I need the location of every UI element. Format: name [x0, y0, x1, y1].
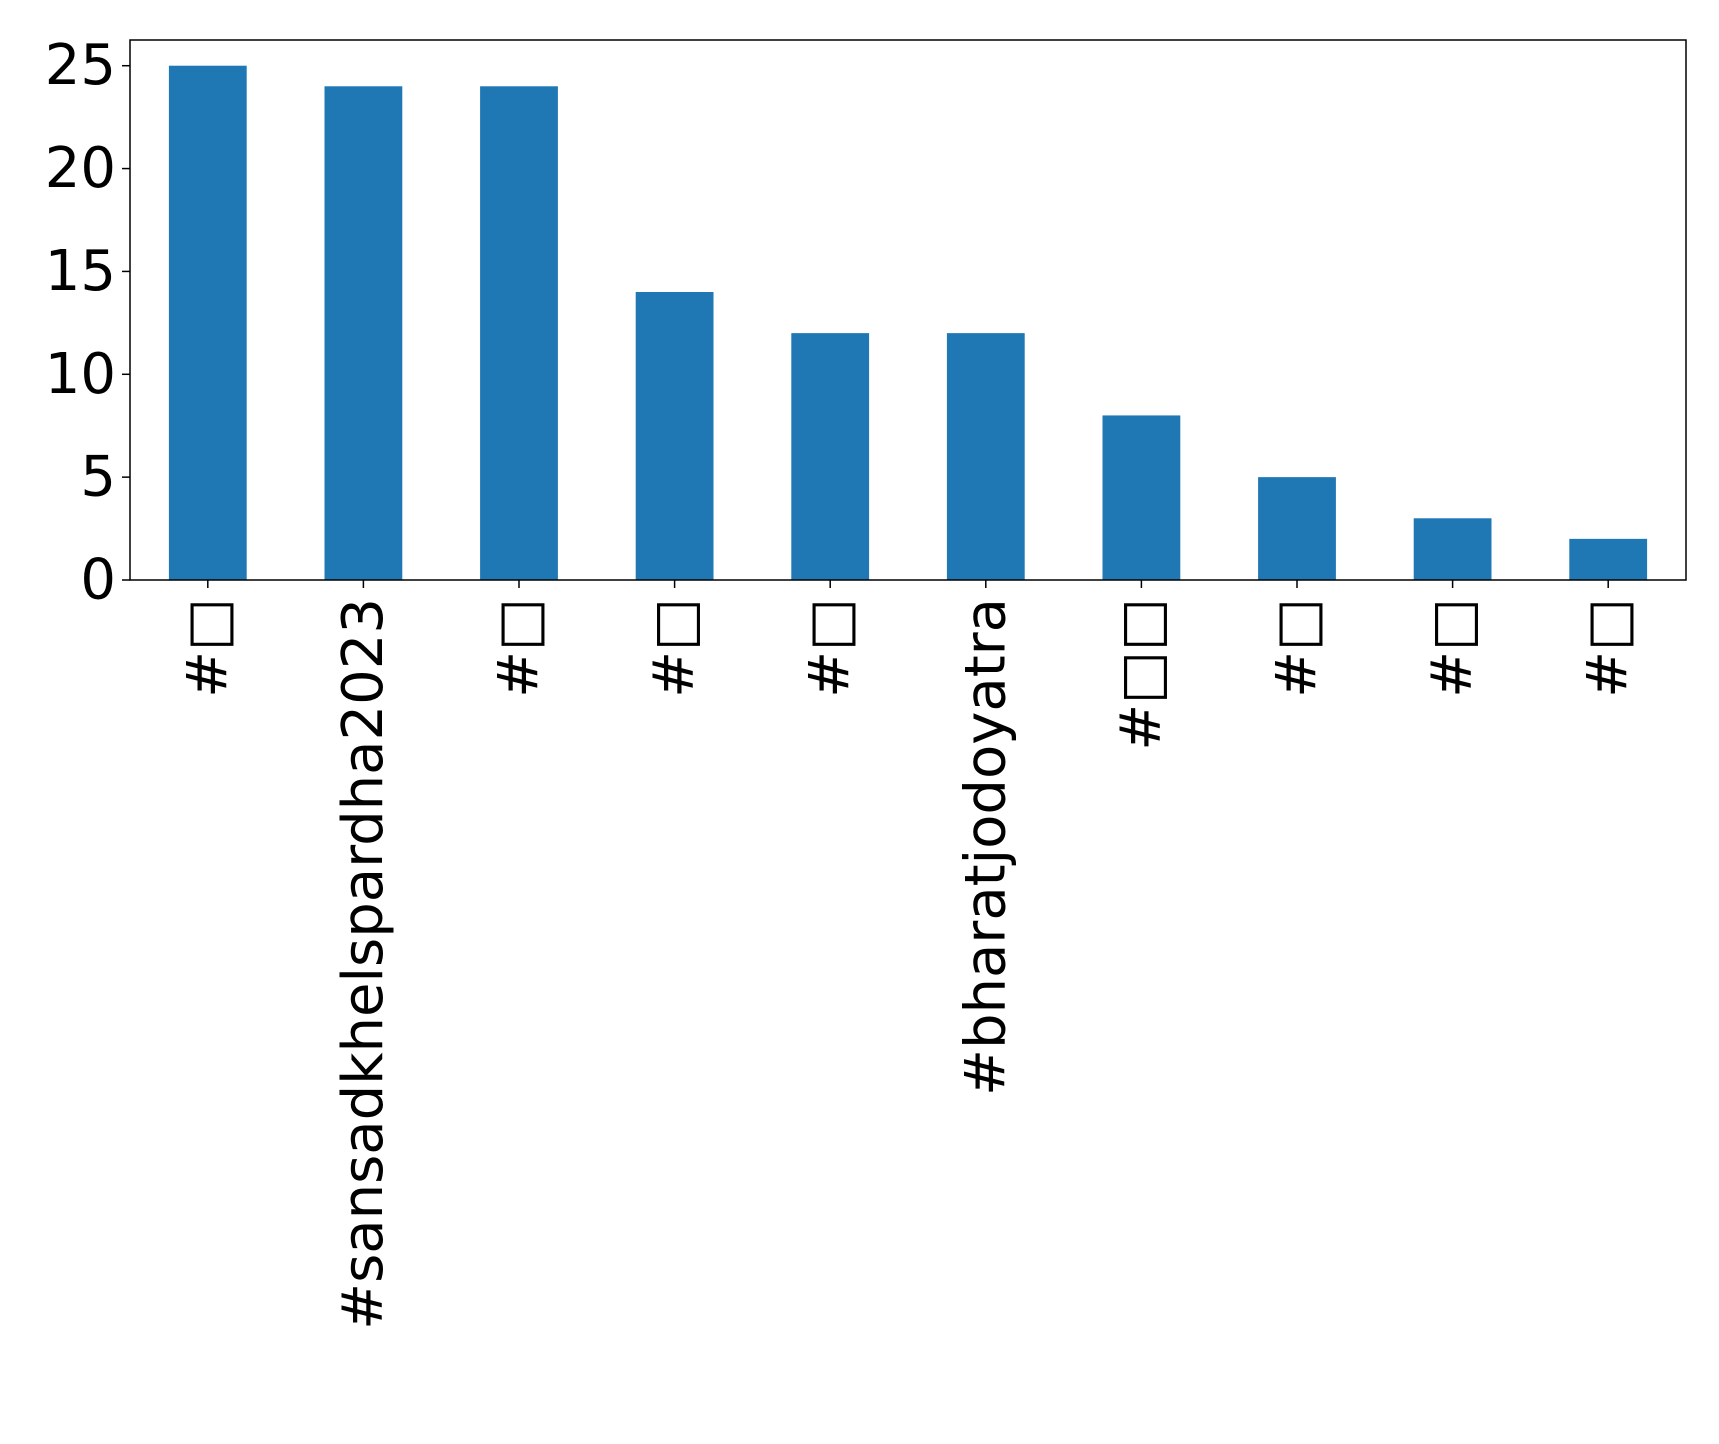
- bar-8: [1413, 518, 1492, 580]
- y-tick-label-2: 10: [45, 342, 116, 407]
- y-axis: 0 5 10 15 20 25: [45, 33, 130, 613]
- x-tick-label-2: #□: [487, 598, 552, 698]
- x-tick-label-9: #□: [1576, 598, 1641, 698]
- bar-5: [946, 333, 1025, 580]
- y-tick-label-4: 20: [45, 136, 116, 201]
- plot-frame: [129, 39, 1687, 581]
- y-tick-label-0: 0: [80, 548, 116, 613]
- bar-4: [791, 333, 870, 580]
- x-tick-label-1: #sansadkhelspardha2023: [331, 598, 396, 1330]
- x-tick-label-4: #□: [798, 598, 863, 698]
- bar-9: [1569, 538, 1648, 580]
- x-tick-label-6: #□□: [1109, 598, 1174, 751]
- x-tick-label-7: #□: [1265, 598, 1330, 698]
- bar-0: [168, 65, 247, 580]
- bars-group: [168, 65, 1648, 581]
- bar-7: [1258, 477, 1336, 580]
- x-tick-label-0: #□: [175, 598, 240, 698]
- bar-3: [635, 292, 714, 580]
- y-tick-label-1: 5: [80, 445, 116, 510]
- x-tick-label-3: #□: [642, 598, 707, 698]
- x-tick-label-8: #□: [1420, 598, 1485, 698]
- y-tick-label-3: 15: [45, 239, 116, 304]
- bar-1: [324, 86, 403, 581]
- bar-6: [1102, 415, 1181, 580]
- x-axis: #□ #sansadkhelspardha2023 #□ #□ #□ #bharatjod…: [175, 580, 1641, 1330]
- y-tick-label-5: 25: [45, 33, 116, 98]
- x-tick-label-5: #bharatjodoyatra: [953, 598, 1018, 1096]
- bar-2: [480, 86, 558, 581]
